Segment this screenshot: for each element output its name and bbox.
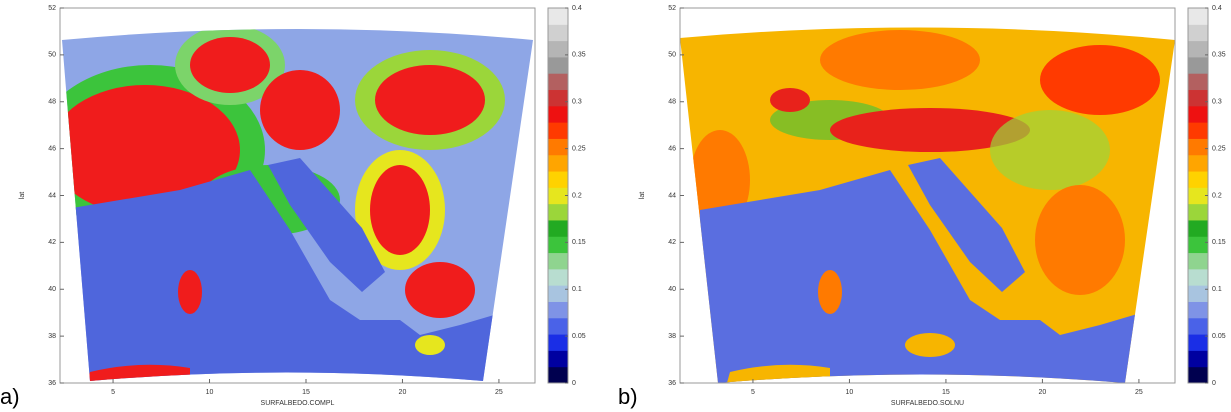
colorbar-step [1188,138,1208,155]
colorbar-step [548,24,568,41]
x-tick-label: 10 [206,389,214,396]
y-tick-label: 40 [48,286,56,293]
x-tick-label: 5 [111,389,115,396]
y-tick-label: 40 [668,286,676,293]
x-tick-label: 20 [399,389,407,396]
y-axis-label: lat [639,192,646,199]
colorbar-step [548,155,568,172]
colorbar-tick-label: 0.4 [572,5,582,12]
colorbar-step [548,138,568,155]
y-tick-label: 48 [48,99,56,106]
colorbar-step [1188,90,1208,107]
colorbar-step [1188,350,1208,367]
y-tick-label: 44 [48,192,56,199]
y-tick-label: 36 [668,380,676,387]
y-tick-label: 46 [668,145,676,152]
colorbar-step [1188,367,1208,384]
colorbar-tick-label: 0.35 [572,52,586,59]
colorbar-tick-label: 0.25 [572,145,586,152]
x-axis-label: SURFALBEDO.COMPL [261,400,335,407]
y-tick-label: 52 [668,5,676,12]
colorbar-tick-label: 0.1 [572,286,582,293]
colorbar-tick-label: 0.15 [1212,239,1226,246]
colorbar-step [1188,220,1208,237]
y-tick-label: 48 [668,99,676,106]
x-tick-label: 15 [302,389,310,396]
colorbar-tick-label: 0.2 [572,192,582,199]
y-tick-label: 36 [48,380,56,387]
colorbar-step [1188,269,1208,286]
colorbar-step [548,73,568,90]
x-tick-label: 15 [942,389,950,396]
colorbar-tick-label: 0.15 [572,239,586,246]
colorbar-step [548,301,568,318]
colorbar-step [1188,171,1208,188]
x-tick-label: 25 [1135,389,1143,396]
colorbar-tick-label: 0.25 [1212,145,1226,152]
colorbar-step [548,253,568,270]
x-tick-label: 5 [751,389,755,396]
colorbar-step [548,220,568,237]
colorbar-step [548,269,568,286]
colorbar-step [1188,106,1208,123]
x-tick-label: 25 [495,389,503,396]
colorbar-step [1188,57,1208,74]
panel-label: a) [0,384,20,409]
colorbar-step [1188,253,1208,270]
colorbar-step [1188,122,1208,139]
colorbar-step [548,318,568,335]
colorbar-step [1188,285,1208,302]
y-tick-label: 44 [668,192,676,199]
x-axis-label: SURFALBEDO.SOLNU [891,400,964,407]
y-axis-label: lat [19,192,26,199]
y-tick-label: 42 [668,239,676,246]
y-tick-label: 52 [48,5,56,12]
colorbar-tick-label: 0.4 [1212,5,1222,12]
y-tick-label: 50 [668,52,676,59]
colorbar-tick-label: 0.35 [1212,52,1226,59]
colorbar-step [1188,318,1208,335]
colorbar-step [1188,155,1208,172]
colorbar-step [548,367,568,384]
y-tick-label: 38 [668,333,676,340]
colorbar-step [548,285,568,302]
colorbar-step [1188,8,1208,25]
colorbar-step [1188,73,1208,90]
colorbar-tick-label: 0.2 [1212,192,1222,199]
colorbar-step [1188,204,1208,221]
colorbar-tick-label: 0.05 [1212,333,1226,340]
colorbar-tick-label: 0 [572,380,576,387]
colorbar-tick-label: 0.3 [1212,99,1222,106]
colorbar-tick-label: 0 [1212,380,1216,387]
x-tick-label: 20 [1039,389,1047,396]
colorbar-step [548,57,568,74]
y-tick-label: 42 [48,239,56,246]
colorbar-tick-label: 0.1 [1212,286,1222,293]
y-tick-label: 46 [48,145,56,152]
colorbar-step [548,106,568,123]
y-tick-label: 38 [48,333,56,340]
colorbar-step [548,236,568,253]
colorbar-step [1188,236,1208,253]
colorbar-step [548,90,568,107]
colorbar-tick-label: 0.05 [572,333,586,340]
colorbar-step [548,350,568,367]
colorbar-step [548,122,568,139]
colorbar-step [548,204,568,221]
map-field [670,10,1190,400]
colorbar-step [1188,24,1208,41]
colorbar-step [548,8,568,25]
map-field [35,10,550,400]
colorbar-step [1188,301,1208,318]
colorbar-step [548,171,568,188]
figure: 510152025363840424446485052SURFALBEDO.CO… [0,0,1231,412]
panel-label: b) [618,384,638,409]
y-tick-label: 50 [48,52,56,59]
x-tick-label: 10 [846,389,854,396]
colorbar-tick-label: 0.3 [572,99,582,106]
